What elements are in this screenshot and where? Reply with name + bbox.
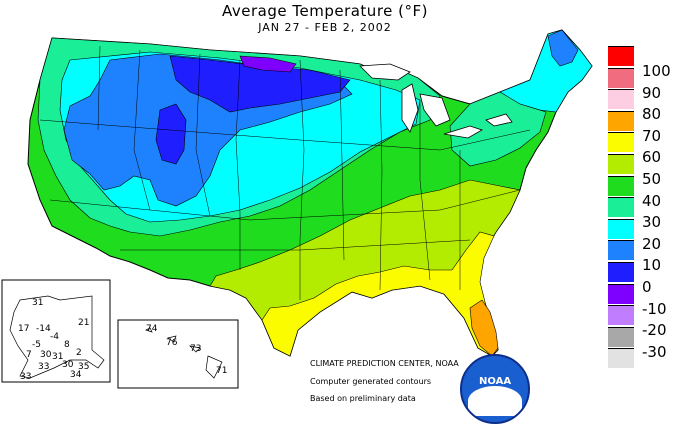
ak-label: 30: [62, 360, 74, 370]
legend-label: 80: [642, 105, 662, 124]
zone-neg10: [239, 55, 297, 73]
legend-label: 0: [642, 278, 652, 296]
ak-label: -14: [36, 324, 51, 334]
legend-swatch: [608, 218, 634, 239]
credit-line2: Computer generated contours: [310, 377, 432, 386]
ak-label: 35: [78, 362, 90, 372]
legend-label: 60: [642, 148, 662, 167]
legend-swatch: [608, 154, 634, 174]
legend-swatch: [608, 197, 634, 218]
ak-label: 8: [64, 340, 70, 350]
map-title: Average Temperature (°F): [222, 2, 428, 20]
legend-swatch: [608, 326, 634, 347]
ak-label: -5: [32, 340, 41, 350]
zone-0-patch: [155, 103, 187, 165]
credit-org: CLIMATE PREDICTION CENTER, NOAA: [310, 359, 459, 368]
ak-label: 33: [38, 362, 50, 372]
legend-swatch: [608, 67, 634, 88]
legend-label: 70: [642, 126, 662, 145]
zone-10-ne: [547, 29, 579, 67]
legend-swatch: [608, 262, 634, 282]
legend-swatch: [608, 305, 634, 326]
zone-30-ne: [449, 91, 547, 167]
alaska-outline: [9, 295, 105, 379]
hawaii-islands: [145, 327, 223, 379]
legend-label: 100: [642, 62, 671, 80]
ak-label: 2: [76, 348, 82, 358]
legend-label: 50: [642, 170, 662, 188]
legend-swatch: [608, 89, 634, 110]
legend-swatch: [608, 348, 634, 369]
map-subtitle: JAN 27 - FEB 2, 2002: [258, 21, 392, 34]
noaa-bird-icon: [468, 386, 522, 416]
legend-swatch: [608, 175, 634, 196]
legend-swatch: [608, 46, 634, 66]
ak-label: 34: [70, 370, 82, 380]
hi-label: 76: [166, 338, 178, 348]
zone-20-ne: [499, 29, 593, 113]
hawaii-inset: [117, 319, 239, 389]
legend-label: 30: [642, 213, 662, 232]
ak-label: 17: [18, 324, 30, 334]
ak-label: 21: [78, 318, 90, 328]
hi-label: 74: [146, 324, 158, 334]
ak-label: 33: [20, 372, 32, 382]
credit-line3: Based on preliminary data: [310, 394, 416, 403]
legend-label: 10: [642, 256, 662, 275]
ak-label: 31: [52, 352, 64, 362]
ak-label: -4: [50, 332, 59, 342]
legend-label: -20: [642, 321, 667, 340]
state-lines: [39, 45, 531, 300]
legend-swatch: [608, 132, 634, 153]
great-lakes: [359, 63, 513, 139]
legend-swatch: [608, 240, 634, 261]
legend-swatch: [608, 283, 634, 304]
legend-label: -30: [642, 342, 667, 361]
legend-label: 20: [642, 234, 662, 253]
hi-label: 73: [190, 344, 202, 354]
noaa-logo: NOAA: [460, 354, 530, 424]
ak-label: 30: [40, 350, 52, 360]
hi-label: 71: [216, 366, 228, 376]
legend-label: 90: [642, 83, 662, 102]
legend-label: -10: [642, 299, 667, 318]
legend-swatch: [608, 110, 634, 131]
ak-label: 31: [32, 298, 44, 308]
ak-label: 7: [26, 350, 32, 360]
zone-70: [469, 299, 499, 357]
legend-label: 40: [642, 191, 662, 210]
noaa-label: NOAA: [479, 376, 512, 387]
